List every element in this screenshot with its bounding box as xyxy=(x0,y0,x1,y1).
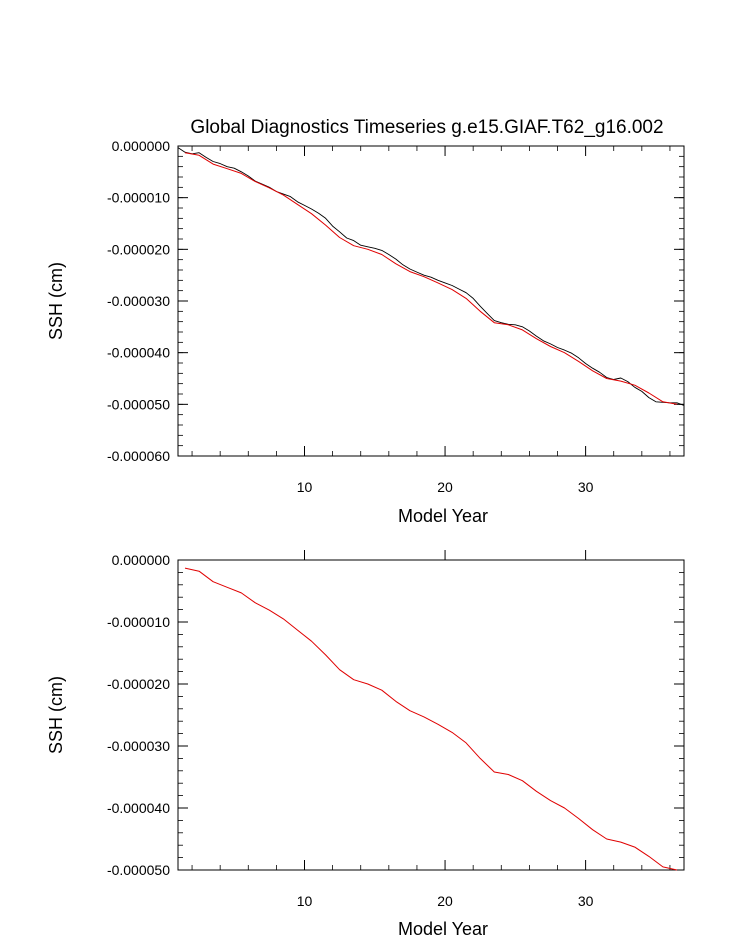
y-axis-label: SSH (cm) xyxy=(46,676,66,754)
y-tick-label: -0.000030 xyxy=(107,293,170,309)
series-line-red-annual xyxy=(184,152,678,405)
y-tick-label: -0.000020 xyxy=(107,241,170,257)
bottom-panel: 0.000000 -0.000010 -0.000020 -0.000030 -0.00… xyxy=(46,550,685,939)
y-tick-label: 0.000000 xyxy=(112,138,171,154)
x-tick-label: 10 xyxy=(297,479,313,495)
y-tick-label: 0.000000 xyxy=(112,552,171,568)
y-tick-label: -0.000010 xyxy=(107,190,170,206)
y-tick-label: -0.000020 xyxy=(107,676,170,692)
x-tick-label: 10 xyxy=(297,893,313,909)
series-line-black-monthly xyxy=(177,147,685,406)
x-tick-label: 20 xyxy=(437,479,453,495)
plot-frame xyxy=(177,559,685,871)
x-axis-label: Model Year xyxy=(398,919,488,939)
x-axis-label: Model Year xyxy=(398,506,488,526)
chart-title: Global Diagnostics Timeseries g.e15.GIAF… xyxy=(190,117,663,138)
y-tick-label: -0.000050 xyxy=(107,396,170,412)
y-tick-label: -0.000040 xyxy=(107,800,170,816)
y-tick-label: -0.000040 xyxy=(107,345,170,361)
series-line-red-annual xyxy=(184,567,678,871)
x-tick-label: 30 xyxy=(578,893,594,909)
x-tick-label: 30 xyxy=(578,479,594,495)
y-tick-label: -0.000030 xyxy=(107,738,170,754)
y-tick-label: -0.000010 xyxy=(107,614,170,630)
y-axis-label: SSH (cm) xyxy=(46,262,66,340)
y-tick-label: -0.000060 xyxy=(107,448,170,464)
top-panel: 0.000000 -0.000010 -0.000020 -0.000030 -0.00… xyxy=(46,138,685,526)
plot-frame xyxy=(177,145,685,457)
y-tick-label: -0.000050 xyxy=(107,862,170,878)
x-tick-label: 20 xyxy=(437,893,453,909)
